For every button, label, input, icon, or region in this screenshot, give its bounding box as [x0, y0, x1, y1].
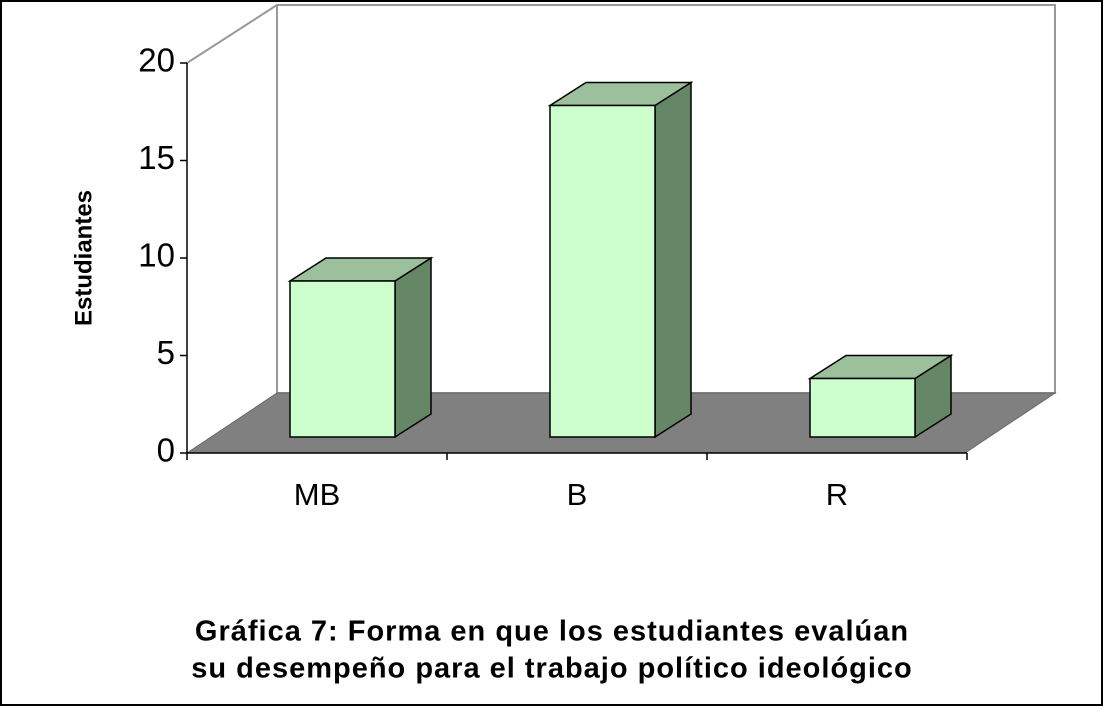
bar — [547, 81, 694, 439]
chart-title: Gráfica 7: Forma en que los estudiantes … — [195, 616, 909, 648]
bar-front — [549, 104, 656, 438]
bar-side — [394, 256, 432, 439]
chart-title: su desempeño para el trabajo político id… — [191, 653, 913, 685]
bar-side — [654, 81, 692, 439]
y-tick-label: 10 — [138, 237, 175, 274]
y-tick-label: 20 — [138, 42, 175, 79]
y-tick-label: 5 — [157, 334, 175, 371]
bar — [287, 256, 434, 439]
bar-front — [809, 377, 916, 438]
y-axis-label: Estudiantes — [70, 190, 97, 326]
x-tick-label: MB — [294, 477, 341, 512]
y-tick-label: 15 — [138, 139, 175, 176]
y-tick-label: 0 — [157, 432, 175, 469]
bar — [807, 354, 954, 439]
x-tick-label: R — [826, 477, 848, 512]
side-wall-edge — [186, 4, 278, 64]
x-tick-label: B — [567, 477, 588, 512]
bar-front — [289, 280, 396, 438]
